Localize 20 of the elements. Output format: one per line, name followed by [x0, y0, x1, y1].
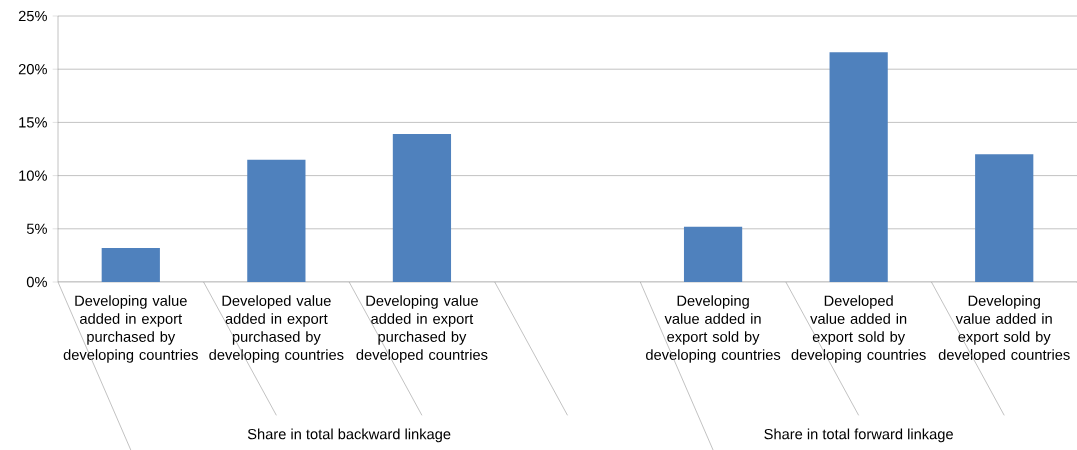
bar: [392, 134, 452, 282]
x-tick-label: Developed value added in export purchased by developing countries: [209, 295, 344, 363]
y-tick-label: 5%: [26, 223, 47, 234]
bar: [247, 159, 306, 282]
bar: [683, 226, 743, 282]
bar: [829, 52, 888, 282]
x-tick-label: Developing value added in export sold by developed countries: [938, 295, 1070, 363]
text: Share in total forward linkage: [764, 428, 953, 443]
y-tick-label: 10%: [19, 170, 47, 181]
y-tick-label: 25%: [18, 10, 47, 22]
y-tick-label: 0%: [26, 276, 47, 288]
bar: [101, 247, 160, 282]
y-tick-label: 20%: [18, 64, 47, 75]
x-tick-label: Developing value added in export purchased by developed countries: [356, 295, 488, 363]
x-tick-label: Developing value added in export purchased by developing countries: [63, 295, 198, 363]
y-tick-label: 15%: [19, 117, 47, 128]
text: Share in total backward linkage: [247, 428, 451, 443]
bar: [975, 154, 1034, 282]
x-tick-label: Developed value added in export sold by developing countries: [791, 295, 926, 363]
x-tick-label: Developing value added in export sold by developing countries: [646, 295, 781, 363]
